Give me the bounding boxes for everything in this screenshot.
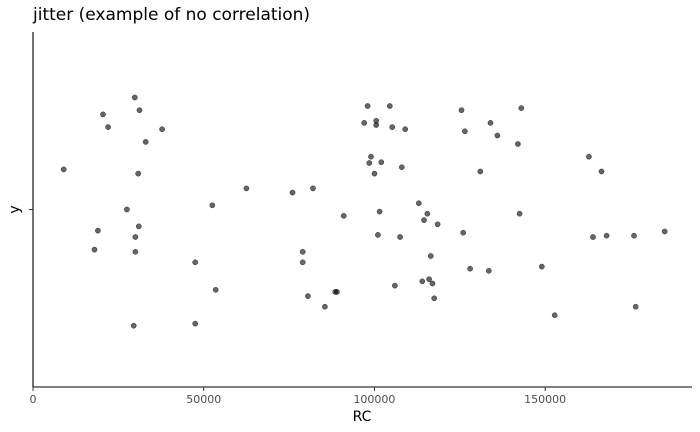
data-point-72	[632, 303, 639, 310]
data-point-13	[142, 139, 149, 145]
data-point-25	[322, 303, 328, 310]
data-point-49	[426, 276, 432, 283]
data-point-73	[661, 228, 668, 235]
data-point-6	[130, 322, 137, 329]
x-tick-label: 0	[30, 393, 37, 406]
data-point-47	[421, 217, 427, 223]
data-point-20	[289, 189, 296, 196]
data-point-56	[462, 128, 468, 135]
data-point-19	[243, 185, 250, 192]
x-axis-ticks: 0 50000 100000 150000	[30, 387, 566, 406]
data-point-17	[209, 202, 216, 209]
data-point-55	[460, 229, 467, 236]
data-point-14	[159, 126, 165, 133]
x-tick-label: 50000	[186, 393, 221, 406]
data-points	[60, 94, 668, 329]
data-point-18	[212, 286, 219, 293]
data-point-30	[364, 103, 371, 109]
data-point-39	[386, 103, 393, 109]
data-point-11	[135, 223, 142, 230]
data-point-12	[136, 107, 143, 114]
data-point-32	[368, 153, 374, 160]
data-point-16	[192, 320, 199, 327]
chart-title: jitter (example of no correlation)	[32, 5, 310, 25]
data-point-38	[378, 159, 385, 166]
data-point-22	[299, 259, 306, 266]
data-point-40	[389, 124, 396, 130]
data-point-64	[518, 105, 525, 111]
data-point-57	[467, 265, 473, 272]
data-point-1	[91, 246, 98, 253]
y-axis-title: y	[7, 205, 23, 213]
data-point-67	[586, 153, 592, 160]
data-point-58	[477, 168, 484, 175]
data-point-0	[60, 166, 67, 173]
data-point-41	[392, 282, 398, 289]
data-point-69	[598, 168, 605, 175]
data-point-45	[415, 200, 422, 207]
data-point-21	[299, 248, 306, 255]
data-point-2	[95, 227, 101, 234]
data-point-27	[334, 289, 340, 295]
data-point-59	[485, 267, 492, 274]
data-point-66	[551, 312, 558, 319]
data-point-46	[419, 278, 426, 285]
data-point-28	[340, 212, 347, 219]
data-point-65	[538, 263, 545, 270]
data-point-63	[516, 210, 523, 217]
data-point-4	[105, 124, 111, 130]
data-point-44	[402, 126, 409, 133]
data-point-37	[376, 208, 383, 215]
data-point-43	[398, 164, 405, 171]
data-point-50	[427, 253, 434, 259]
data-point-8	[132, 234, 139, 240]
data-point-36	[375, 232, 381, 238]
data-point-70	[603, 232, 610, 239]
data-point-71	[631, 232, 637, 239]
data-point-9	[132, 248, 139, 255]
data-point-24	[310, 185, 316, 192]
data-point-42	[397, 234, 403, 240]
data-point-53	[434, 221, 441, 228]
data-point-7	[131, 94, 138, 101]
data-point-68	[590, 234, 596, 240]
data-point-52	[431, 295, 438, 302]
x-tick-label: 100000	[353, 393, 395, 406]
y-axis-ticks: y	[7, 205, 33, 214]
data-point-61	[494, 132, 501, 139]
data-point-60	[487, 120, 494, 126]
data-point-35	[373, 122, 380, 128]
data-point-10	[135, 170, 142, 177]
x-axis-title: RC	[353, 409, 372, 425]
data-point-31	[366, 160, 373, 166]
data-point-54	[458, 107, 465, 114]
data-point-15	[192, 259, 199, 266]
data-point-3	[100, 111, 106, 118]
data-point-62	[515, 141, 521, 147]
data-point-29	[361, 120, 368, 126]
data-point-33	[371, 170, 378, 177]
data-point-23	[305, 293, 311, 299]
x-tick-label: 150000	[524, 393, 566, 406]
data-point-5	[124, 206, 130, 213]
data-point-51	[429, 280, 436, 287]
data-point-48	[424, 210, 431, 217]
